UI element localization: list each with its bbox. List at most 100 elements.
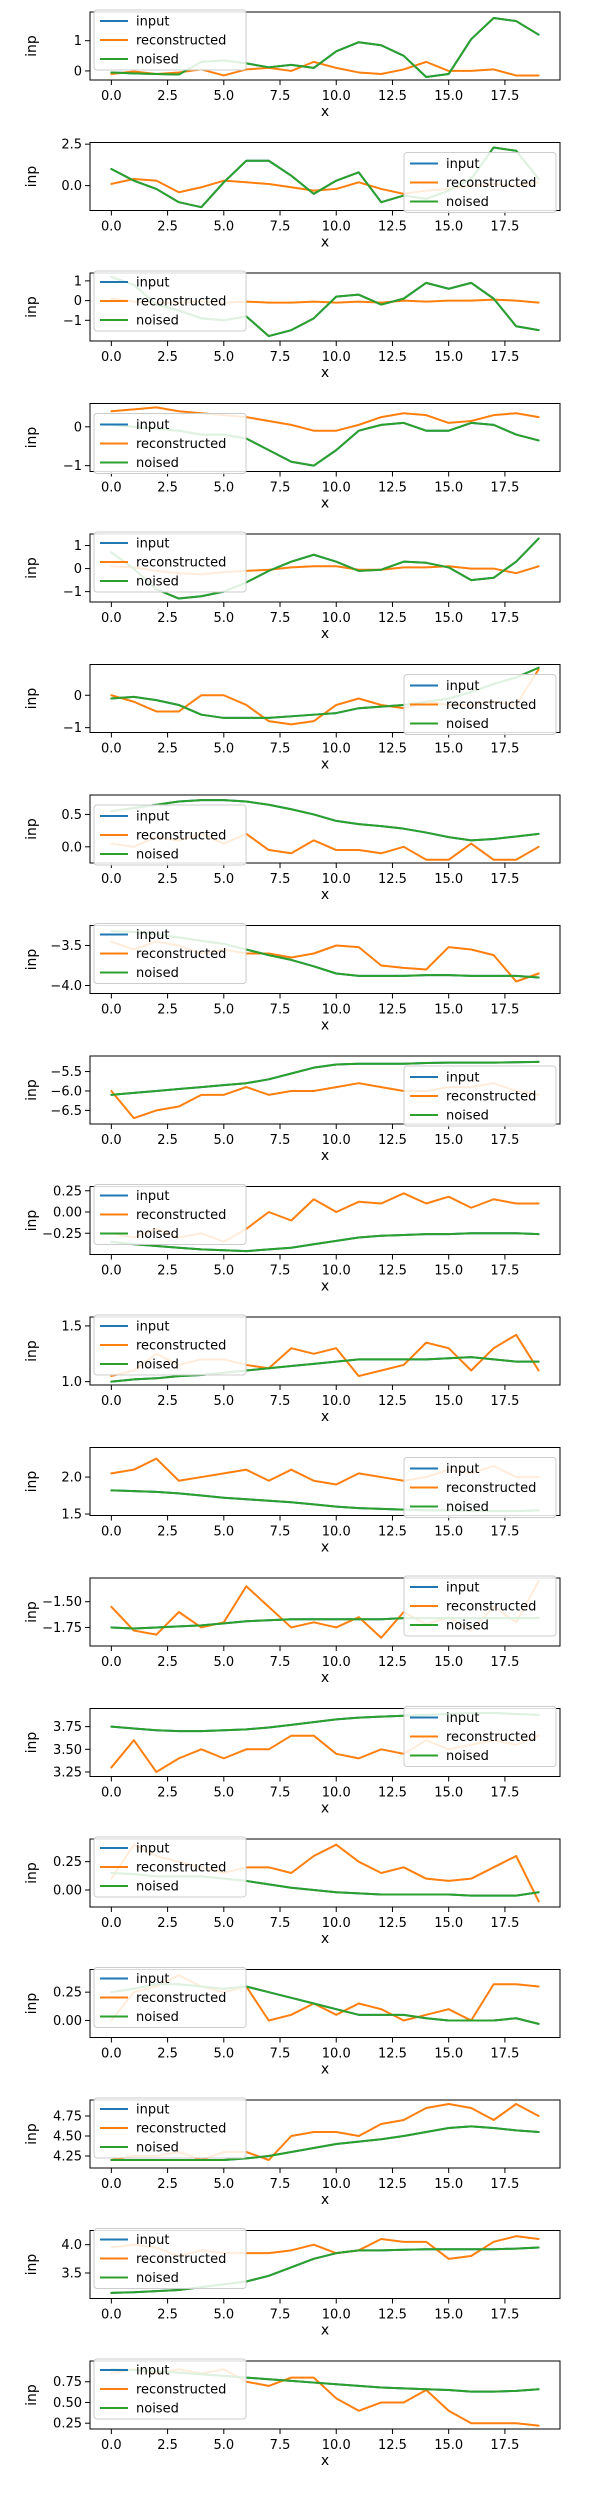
x-tick-label: 15.0 xyxy=(434,1003,463,1018)
y-tick-label: −1 xyxy=(63,721,82,736)
subplot-3: 0.0 2.5 5.0 7.5 10.0 12.5 15.0 17.5 −1 0 1 x inp inpu… xyxy=(24,270,561,381)
y-tick-label: 0.00 xyxy=(53,2014,82,2029)
legend-label-input: input xyxy=(136,537,169,552)
x-tick-label: 15.0 xyxy=(434,89,463,104)
y-axis-label: inp xyxy=(24,1340,40,1362)
y-tick-label: 1.5 xyxy=(61,1319,82,1334)
legend-label-noised: noised xyxy=(136,966,179,981)
x-tick-label: 12.5 xyxy=(378,2438,407,2453)
x-tick-label: 15.0 xyxy=(434,2047,463,2062)
x-tick-label: 10.0 xyxy=(322,89,351,104)
legend: input reconstructed noised xyxy=(403,674,557,735)
legend-label-input: input xyxy=(136,2233,169,2248)
y-tick-label: 3.25 xyxy=(53,1765,82,1780)
legend-label-input: input xyxy=(446,679,479,694)
legend: input reconstructed noised xyxy=(93,2097,247,2159)
y-tick-label: 0.00 xyxy=(53,1884,82,1899)
x-tick-label: 0.0 xyxy=(101,2308,122,2323)
legend-label-noised: noised xyxy=(446,1619,489,1634)
y-tick-label: 4.0 xyxy=(61,2238,82,2253)
x-tick-label: 12.5 xyxy=(378,1655,407,1670)
legend-label-noised: noised xyxy=(136,53,179,68)
x-tick-label: 5.0 xyxy=(213,742,234,757)
x-tick-label: 7.5 xyxy=(270,1264,291,1279)
x-tick-label: 0.0 xyxy=(101,1525,122,1540)
y-axis-label: inp xyxy=(24,1079,40,1101)
y-axis-label: inp xyxy=(24,1471,40,1493)
x-tick-label: 10.0 xyxy=(322,1394,351,1409)
y-tick-label: −0.25 xyxy=(42,1227,82,1242)
series-line-noised xyxy=(110,1232,540,1253)
x-tick-label: 12.5 xyxy=(378,2177,407,2192)
y-tick-label: 2.0 xyxy=(61,1471,82,1486)
legend-label-input: input xyxy=(446,1581,479,1596)
subplot-1: 0.0 2.5 5.0 7.5 10.0 12.5 15.0 17.5 0 1 x inp input r… xyxy=(24,9,561,120)
x-axis-label: x xyxy=(321,757,329,773)
x-tick-label: 17.5 xyxy=(490,2047,519,2062)
x-tick-label: 7.5 xyxy=(270,2177,291,2192)
legend-box xyxy=(403,1457,557,1518)
legend-label-reconstructed: reconstructed xyxy=(136,2252,226,2267)
x-tick-label: 15.0 xyxy=(434,2308,463,2323)
x-tick-label: 7.5 xyxy=(270,2438,291,2453)
legend-box xyxy=(93,804,247,866)
x-tick-label: 15.0 xyxy=(434,220,463,235)
x-tick-label: 0.0 xyxy=(101,220,122,235)
legend-label-reconstructed: reconstructed xyxy=(136,1861,226,1876)
legend-label-reconstructed: reconstructed xyxy=(446,698,536,713)
legend: input reconstructed noised xyxy=(93,270,247,332)
y-tick-label: 4.25 xyxy=(53,2150,82,2165)
x-tick-label: 15.0 xyxy=(434,1916,463,1931)
y-tick-label: 2.5 xyxy=(61,138,82,153)
legend-label-noised: noised xyxy=(446,195,489,210)
y-tick-label: 3.75 xyxy=(53,1720,82,1735)
y-tick-label: −6.0 xyxy=(50,1084,82,1099)
legend-label-input: input xyxy=(136,1972,169,1987)
y-tick-label: −1.50 xyxy=(42,1595,82,1610)
y-axis-label: inp xyxy=(24,2123,40,2145)
y-axis-label: inp xyxy=(24,1210,40,1232)
x-tick-label: 10.0 xyxy=(322,481,351,496)
y-tick-label: 0.25 xyxy=(53,2417,82,2432)
x-tick-label: 5.0 xyxy=(213,2438,234,2453)
x-tick-label: 15.0 xyxy=(434,1394,463,1409)
x-tick-label: 15.0 xyxy=(434,1133,463,1148)
x-axis-label: x xyxy=(321,2453,329,2469)
series-line-noised xyxy=(110,2125,540,2161)
x-tick-label: 0.0 xyxy=(101,89,122,104)
x-axis-label: x xyxy=(321,1670,329,1686)
x-tick-label: 2.5 xyxy=(157,220,178,235)
x-tick-label: 0.0 xyxy=(101,872,122,887)
legend: input reconstructed noised xyxy=(93,1314,247,1376)
legend-box xyxy=(403,1575,557,1637)
x-tick-label: 7.5 xyxy=(270,1786,291,1801)
legend-box xyxy=(93,1967,247,2028)
x-tick-label: 7.5 xyxy=(270,1525,291,1540)
x-tick-label: 10.0 xyxy=(322,1133,351,1148)
y-axis-label: inp xyxy=(24,949,40,971)
x-tick-label: 17.5 xyxy=(490,481,519,496)
x-tick-label: 15.0 xyxy=(434,1786,463,1801)
x-tick-label: 10.0 xyxy=(322,2438,351,2453)
y-tick-label: 0.75 xyxy=(53,2375,82,2390)
x-tick-label: 17.5 xyxy=(490,350,519,365)
y-tick-label: 0.0 xyxy=(61,179,82,194)
x-tick-label: 5.0 xyxy=(213,1786,234,1801)
x-tick-label: 10.0 xyxy=(322,2308,351,2323)
x-tick-label: 7.5 xyxy=(270,1133,291,1148)
x-tick-label: 12.5 xyxy=(378,1133,407,1148)
legend-label-reconstructed: reconstructed xyxy=(136,2122,226,2137)
x-tick-label: 7.5 xyxy=(270,350,291,365)
subplot-11: 0.0 2.5 5.0 7.5 10.0 12.5 15.0 17.5 1.5 1.0 x inp in… xyxy=(24,1314,561,1425)
x-tick-label: 12.5 xyxy=(378,2308,407,2323)
y-tick-label: −5.5 xyxy=(50,1065,82,1080)
x-axis-label: x xyxy=(321,1801,329,1817)
subplot-12: 0.0 2.5 5.0 7.5 10.0 12.5 15.0 17.5 2.0 1.5 x inp in… xyxy=(24,1447,561,1556)
legend: input reconstructed noised xyxy=(403,1575,557,1637)
series-line-noised xyxy=(110,2246,540,2294)
legend-label-input: input xyxy=(446,1071,479,1086)
x-tick-label: 5.0 xyxy=(213,1916,234,1931)
legend-box xyxy=(403,1706,557,1767)
y-axis-label: inp xyxy=(24,688,40,710)
